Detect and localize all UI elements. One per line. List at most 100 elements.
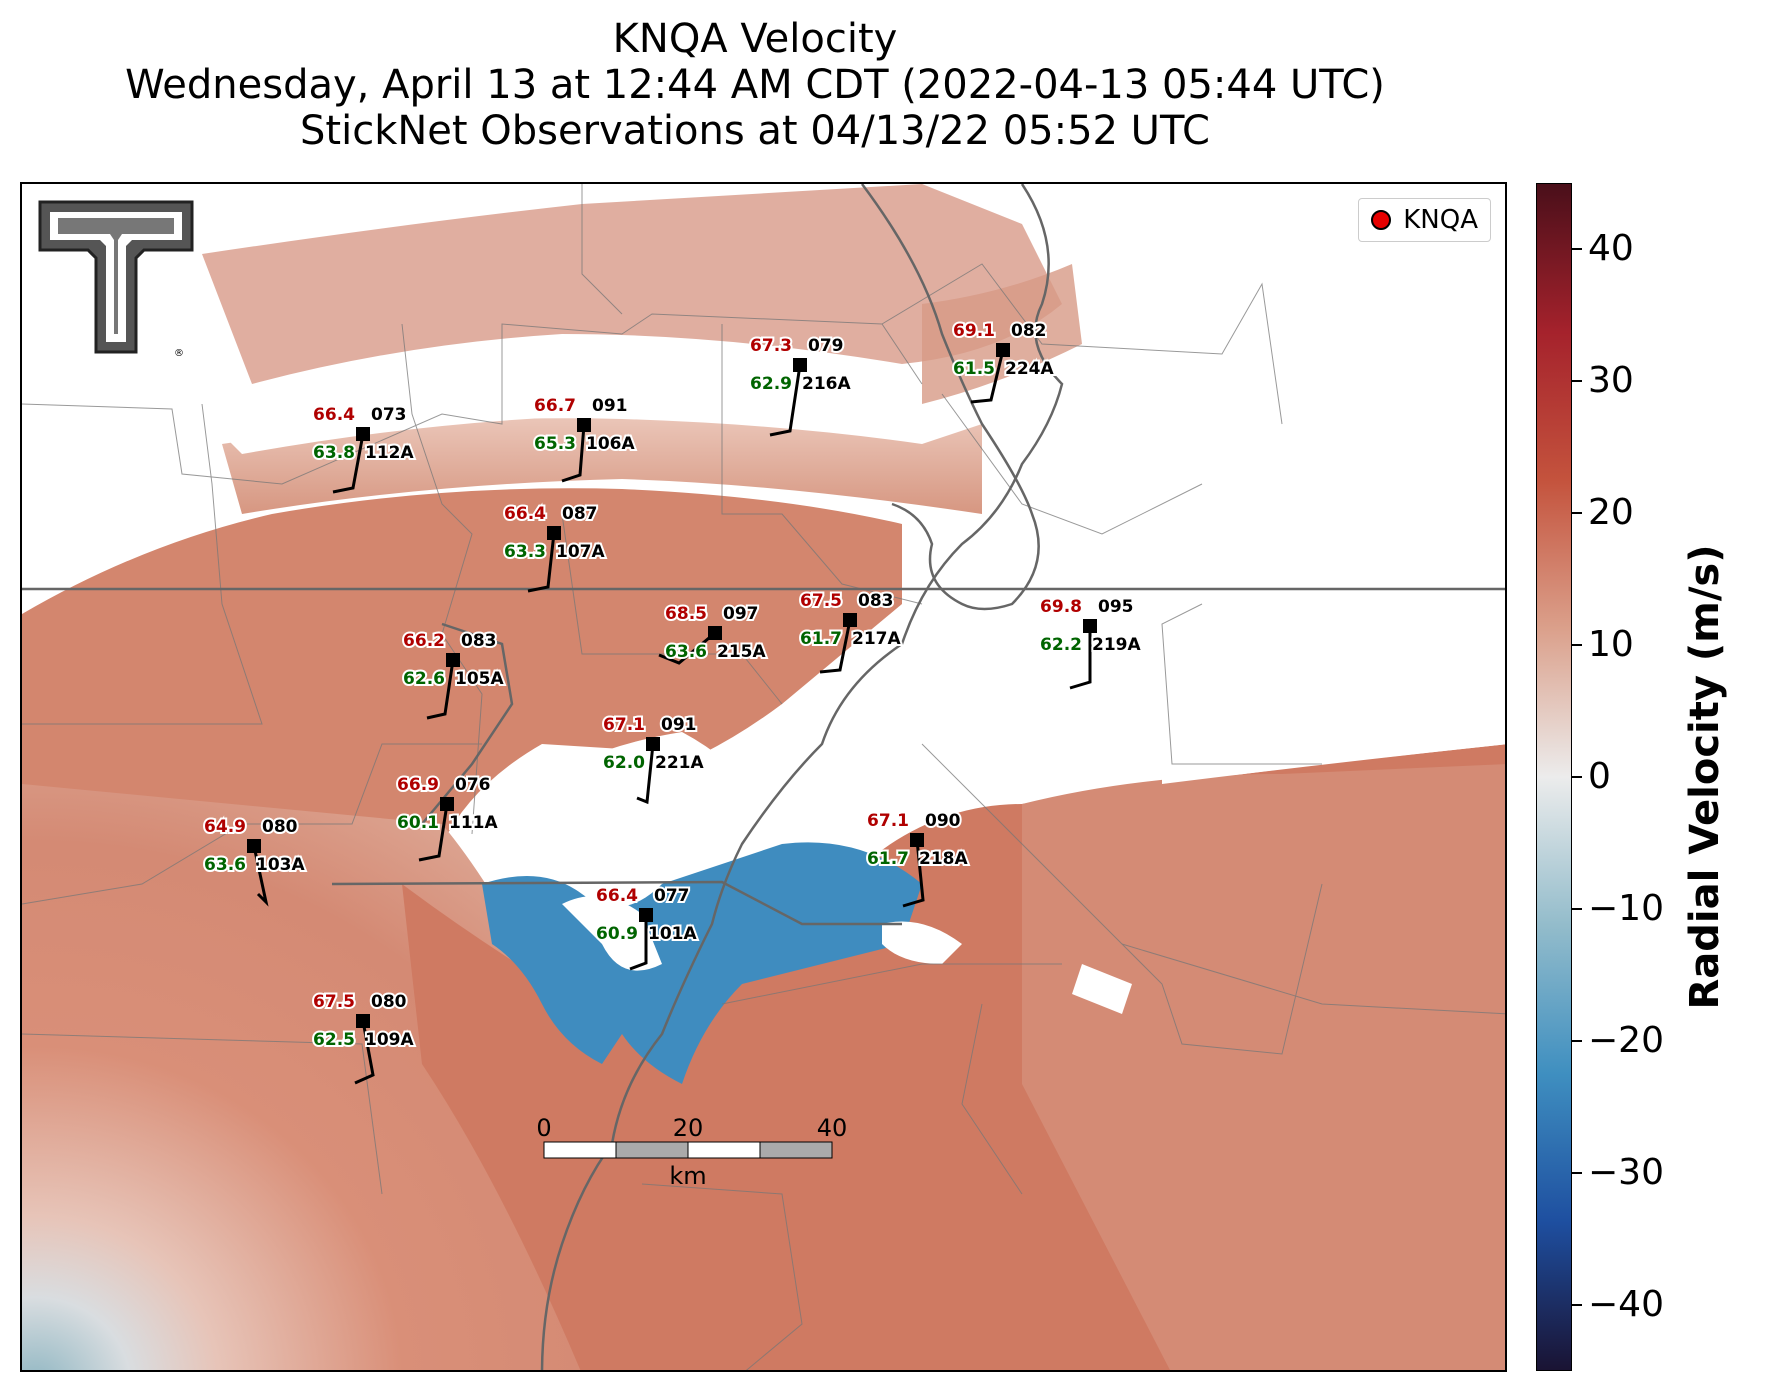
- wind-barb-icon: [658, 631, 716, 665]
- station-temperature: 67.3: [750, 336, 792, 356]
- station-dewpoint: 61.5: [953, 359, 995, 379]
- station-dewpoint: 60.1: [397, 813, 439, 833]
- station-dewpoint: 62.5: [313, 1030, 355, 1050]
- station-dewpoint: 62.2: [1040, 635, 1082, 655]
- station-temperature: 66.9: [397, 775, 439, 795]
- station-dewpoint: 61.7: [800, 629, 842, 649]
- station-dewpoint: 62.6: [403, 669, 445, 689]
- wind-barb-icon: [561, 424, 586, 483]
- wind-barb-icon: [629, 915, 648, 971]
- station-temperature: 67.5: [313, 992, 355, 1012]
- station-plot-105A[interactable]: 66.2 083 62.6 105A: [401, 629, 506, 720]
- station-plot-217A[interactable]: 67.5 083 61.7 217A: [798, 589, 903, 674]
- map-subtitle-time: Wednesday, April 13 at 12:44 AM CDT (202…: [125, 62, 1385, 108]
- scalebar-tick-40: 40: [817, 1114, 848, 1142]
- map-subtitle-observations: StickNet Observations at 04/13/22 05:52 …: [300, 108, 1210, 154]
- station-plot-219A[interactable]: 69.8 095 62.2 219A: [1038, 595, 1143, 690]
- station-marker-icon: [646, 737, 660, 751]
- station-plot-109A[interactable]: 67.5 080 62.5 109A: [311, 990, 416, 1085]
- colorbar-label: Radial Velocity (m/s): [1682, 544, 1728, 1010]
- velocity-colorbar: [1536, 183, 1572, 1371]
- station-marker-icon: [996, 343, 1010, 357]
- radar-gap-southeast: [882, 921, 1132, 1014]
- station-wind-direction: 090: [925, 811, 961, 831]
- station-temperature: 64.9: [204, 817, 246, 837]
- map-legend: KNQA: [1358, 198, 1491, 242]
- station-temperature: 66.4: [504, 504, 546, 524]
- station-id: 107A: [556, 542, 605, 562]
- radar-map[interactable]: 0 20 40 km ® 69.1 082 61.5 224A 67.3 079 62.9 2…: [20, 182, 1507, 1372]
- radar-gap-east-lower: [1162, 614, 1505, 784]
- station-wind-direction: 095: [1098, 597, 1134, 617]
- station-wind-direction: 080: [262, 817, 298, 837]
- scalebar-tick-20: 20: [673, 1114, 704, 1142]
- radar-gap-north: [222, 392, 922, 454]
- scalebar-tick-0: 0: [536, 1114, 551, 1142]
- station-marker-icon: [639, 908, 653, 922]
- wind-barb-icon: [426, 659, 455, 720]
- station-plot-216A[interactable]: 67.3 079 62.9 216A: [748, 334, 853, 437]
- texas-tech-logo: ®: [38, 200, 194, 359]
- station-wind-direction: 077: [654, 886, 690, 906]
- scalebar: 0 20 40 km: [536, 1114, 847, 1190]
- wind-barb-icon: [819, 619, 852, 674]
- wind-barb-icon: [527, 532, 556, 593]
- station-wind-direction: 091: [592, 396, 628, 416]
- station-plot-103A[interactable]: 64.9 080 63.6 103A: [202, 815, 307, 907]
- scalebar-unit: km: [669, 1162, 706, 1190]
- station-marker-icon: [577, 418, 591, 432]
- station-wind-direction: 097: [723, 604, 759, 624]
- station-marker-icon: [446, 653, 460, 667]
- station-plot-221A[interactable]: 67.1 091 62.0 221A: [601, 713, 706, 805]
- station-temperature: 66.4: [313, 405, 355, 425]
- station-marker-icon: [356, 427, 370, 441]
- station-plot-107A[interactable]: 66.4 087 63.3 107A: [502, 502, 607, 593]
- station-plot-218A[interactable]: 67.1 090 61.7 218A: [865, 809, 970, 908]
- station-wind-direction: 083: [858, 591, 894, 611]
- station-id: 103A: [256, 855, 305, 875]
- station-plot-106A[interactable]: 66.7 091 65.3 106A: [532, 394, 637, 483]
- station-plot-101A[interactable]: 66.4 077 60.9 101A: [594, 884, 699, 971]
- wind-barb-icon: [902, 839, 925, 908]
- county-boundaries: [22, 184, 1505, 1370]
- wind-barb-icon: [418, 803, 449, 862]
- station-marker-icon: [793, 358, 807, 372]
- station-temperature: 69.1: [953, 321, 995, 341]
- station-marker-icon: [843, 613, 857, 627]
- station-marker-icon: [356, 1014, 370, 1028]
- radar-gap-east: [902, 514, 1505, 609]
- station-marker-icon: [440, 797, 454, 811]
- station-wind-direction: 091: [661, 715, 697, 735]
- station-temperature: 66.7: [534, 396, 576, 416]
- station-id: 217A: [852, 629, 901, 649]
- station-id: 109A: [365, 1030, 414, 1050]
- station-wind-direction: 073: [371, 405, 407, 425]
- station-id: 219A: [1092, 635, 1141, 655]
- station-id: 111A: [449, 813, 498, 833]
- station-id: 101A: [648, 924, 697, 944]
- station-marker-icon: [708, 626, 722, 640]
- station-plot-224A[interactable]: 69.1 082 61.5 224A: [951, 319, 1056, 404]
- wind-barb-icon: [332, 433, 365, 494]
- station-wind-direction: 076: [455, 775, 491, 795]
- station-dewpoint: 60.9: [596, 924, 638, 944]
- station-marker-icon: [547, 526, 561, 540]
- station-dewpoint: 62.9: [750, 374, 792, 394]
- station-plot-111A[interactable]: 66.9 076 60.1 111A: [395, 773, 500, 862]
- station-wind-direction: 079: [808, 336, 844, 356]
- station-temperature: 67.1: [603, 715, 645, 735]
- station-plot-215A[interactable]: 68.5 097 63.6 215A: [658, 602, 768, 665]
- station-id: 215A: [717, 642, 766, 662]
- station-temperature: 67.5: [800, 591, 842, 611]
- radar-echo-north: [202, 184, 1062, 384]
- station-dewpoint: 63.6: [665, 642, 707, 662]
- station-id: 218A: [919, 849, 968, 869]
- station-dewpoint: 65.3: [534, 434, 576, 454]
- station-dewpoint: 62.0: [603, 753, 645, 773]
- station-wind-direction: 083: [461, 631, 497, 651]
- station-plot-112A[interactable]: 66.4 073 63.8 112A: [311, 403, 416, 494]
- station-id: 112A: [365, 443, 414, 463]
- wind-barb-icon: [970, 349, 1005, 404]
- station-id: 216A: [802, 374, 851, 394]
- sticknet-stations: 69.1 082 61.5 224A 67.3 079 62.9 216A 66.4 073 63.…: [202, 319, 1143, 1085]
